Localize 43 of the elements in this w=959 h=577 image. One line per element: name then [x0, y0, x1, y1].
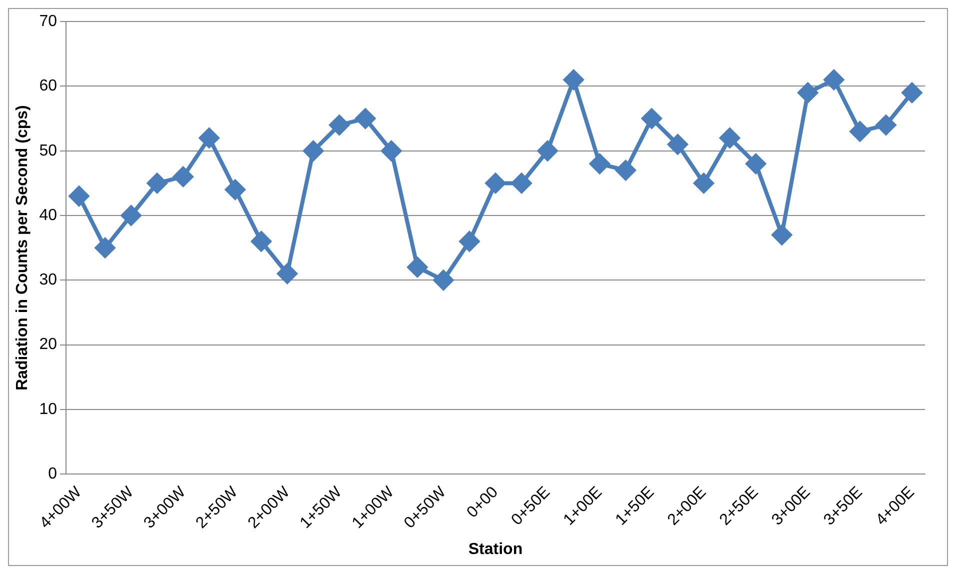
point [590, 154, 610, 174]
y-tick-label: 50 [39, 142, 58, 160]
point [121, 206, 142, 226]
point [616, 160, 636, 180]
point [564, 70, 584, 90]
point [407, 257, 428, 278]
point [173, 166, 194, 187]
y-tick-label: 70 [39, 13, 58, 30]
point [381, 140, 402, 161]
point [850, 121, 870, 142]
point [303, 140, 324, 161]
point [694, 173, 714, 194]
point [69, 186, 90, 206]
point [642, 108, 662, 129]
point [668, 134, 688, 154]
point [459, 231, 480, 252]
y-tick-label: 20 [39, 336, 58, 354]
y-tick-label: 0 [48, 465, 58, 482]
point [746, 154, 766, 174]
x-axis-title: Station [468, 540, 523, 558]
point [95, 238, 116, 258]
point [538, 140, 558, 161]
point [772, 224, 792, 245]
point [902, 82, 922, 103]
point [720, 128, 740, 148]
point [277, 264, 298, 284]
point [798, 82, 818, 103]
point [147, 173, 168, 194]
point [329, 115, 350, 136]
point [824, 70, 844, 90]
point [486, 173, 506, 194]
y-tick-label: 60 [39, 78, 58, 95]
point [433, 270, 454, 290]
y-tick-label: 40 [39, 206, 58, 224]
y-tick-label: 30 [39, 272, 58, 289]
point [225, 180, 246, 200]
point [251, 231, 272, 252]
point [355, 108, 376, 129]
point [199, 128, 220, 148]
y-axis-title: Radiation in Counts per Second (cps) [14, 105, 32, 391]
point [876, 115, 896, 136]
y-tick-label: 10 [39, 400, 58, 418]
point [512, 173, 532, 194]
